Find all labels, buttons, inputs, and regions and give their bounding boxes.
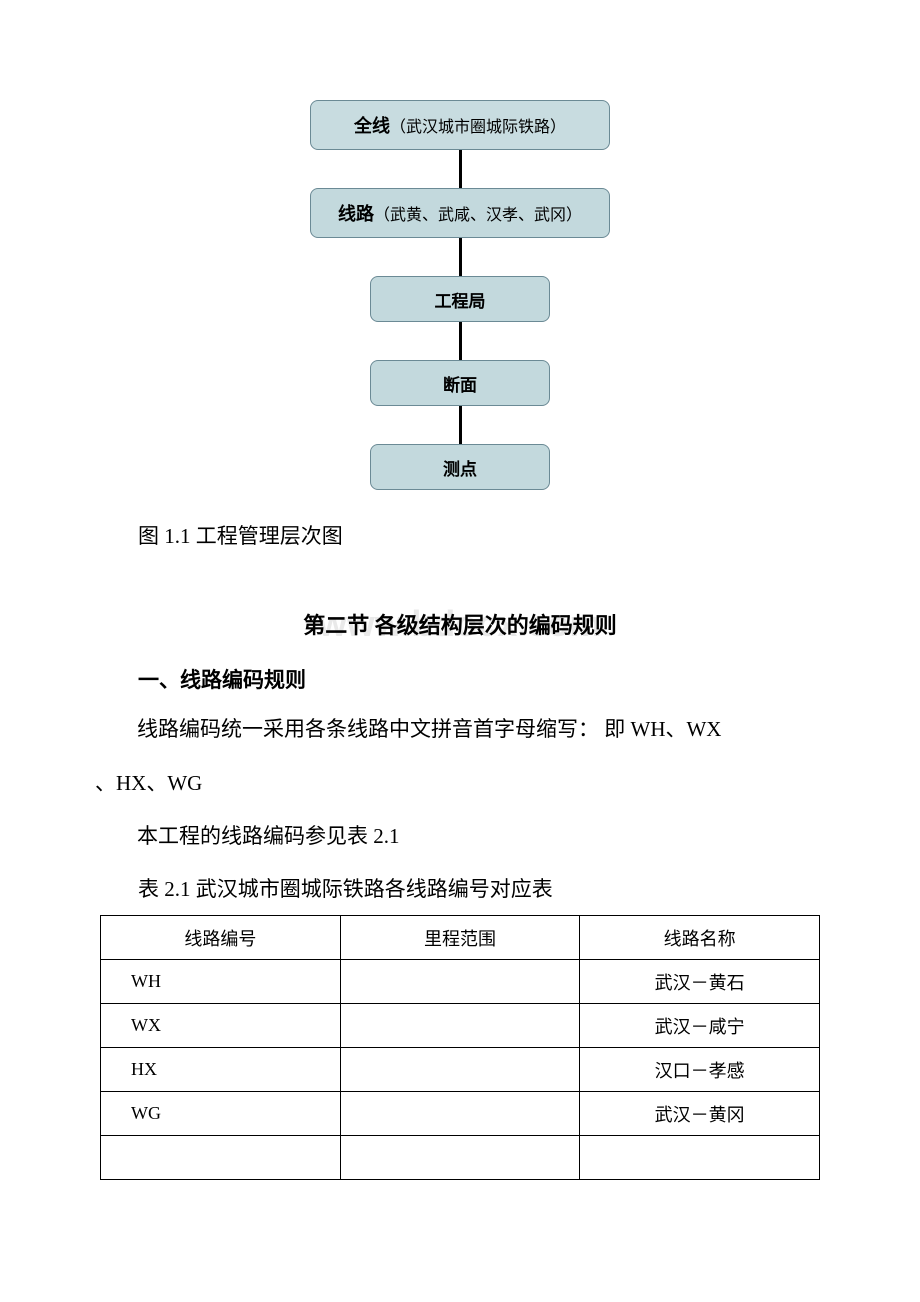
table-cell [340, 1004, 580, 1048]
flowchart-connector [459, 406, 462, 444]
paragraph-1-line-1: 线路编码统一采用各条线路中文拼音首字母缩写： 即 WH、WX [95, 712, 825, 748]
table-header-row: 线路编号 里程范围 线路名称 [101, 916, 820, 960]
flowchart-hierarchy: 全线（武汉城市圈城际铁路） 线路（武黄、武咸、汉孝、武冈） 工程局 断面 测点 [0, 0, 920, 490]
table-header-cell: 线路编号 [101, 916, 341, 960]
node-label: 测点 [443, 455, 477, 480]
route-code-table: 线路编号 里程范围 线路名称 WH 武汉－黄石 WX 武汉－咸宁 HX 汉口－孝… [100, 915, 820, 1180]
table-row: WX 武汉－咸宁 [101, 1004, 820, 1048]
table-row: WG 武汉－黄冈 [101, 1092, 820, 1136]
flowchart-connector [459, 322, 462, 360]
table-header-cell: 线路名称 [580, 916, 820, 960]
table-caption: 表 2.1 武汉城市圈城际铁路各线路编号对应表 [138, 873, 920, 903]
section-title-text: 第二节 各级结构层次的编码规则 [303, 613, 617, 638]
table-cell [340, 960, 580, 1004]
section-heading: www.bdocx.com 第二节 各级结构层次的编码规则 [0, 608, 920, 640]
table-cell: 武汉－咸宁 [580, 1004, 820, 1048]
table-cell [101, 1136, 341, 1180]
node-paren: （武汉城市圈城际铁路） [390, 113, 566, 137]
node-label: 线路 [338, 200, 374, 226]
flowchart-node-full-line: 全线（武汉城市圈城际铁路） [310, 100, 610, 150]
node-label: 全线 [354, 112, 390, 138]
table-cell: HX [101, 1048, 341, 1092]
subsection-heading: 一、线路编码规则 [138, 664, 920, 694]
paragraph-2: 本工程的线路编码参见表 2.1 [95, 819, 825, 855]
table-cell [580, 1136, 820, 1180]
table-cell: 武汉－黄石 [580, 960, 820, 1004]
table-row: HX 汉口－孝感 [101, 1048, 820, 1092]
table-cell: WX [101, 1004, 341, 1048]
table-cell [340, 1048, 580, 1092]
table-cell [340, 1092, 580, 1136]
flowchart-node-point: 测点 [370, 444, 550, 490]
flowchart-node-bureau: 工程局 [370, 276, 550, 322]
table-row: WH 武汉－黄石 [101, 960, 820, 1004]
node-label: 工程局 [435, 287, 486, 312]
table-row [101, 1136, 820, 1180]
table-cell: 汉口－孝感 [580, 1048, 820, 1092]
flowchart-connector [459, 150, 462, 188]
paragraph-1-line-2: 、HX、WG [95, 766, 825, 802]
flowchart-node-section: 断面 [370, 360, 550, 406]
table-header-cell: 里程范围 [340, 916, 580, 960]
figure-caption: 图 1.1 工程管理层次图 [138, 520, 920, 550]
node-paren: （武黄、武咸、汉孝、武冈） [374, 201, 582, 225]
flowchart-node-route: 线路（武黄、武咸、汉孝、武冈） [310, 188, 610, 238]
table-cell: WG [101, 1092, 341, 1136]
table-cell [340, 1136, 580, 1180]
table-cell: 武汉－黄冈 [580, 1092, 820, 1136]
node-label: 断面 [443, 371, 477, 396]
table-cell: WH [101, 960, 341, 1004]
flowchart-connector [459, 238, 462, 276]
